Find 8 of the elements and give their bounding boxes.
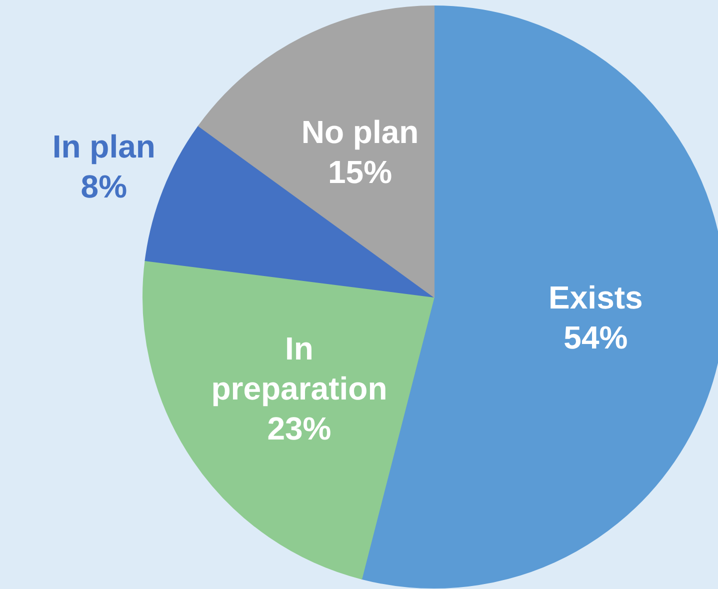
slice-label: In plan — [52, 128, 156, 164]
data-label: 8% — [80, 168, 128, 204]
data-label: 15% — [328, 154, 392, 190]
slice-label: Exists — [548, 279, 643, 316]
slice-label: In preparation — [211, 330, 388, 407]
slice-label: No plan — [301, 114, 419, 150]
data-label: 54% — [564, 319, 628, 356]
data-label: 23% — [267, 410, 332, 447]
